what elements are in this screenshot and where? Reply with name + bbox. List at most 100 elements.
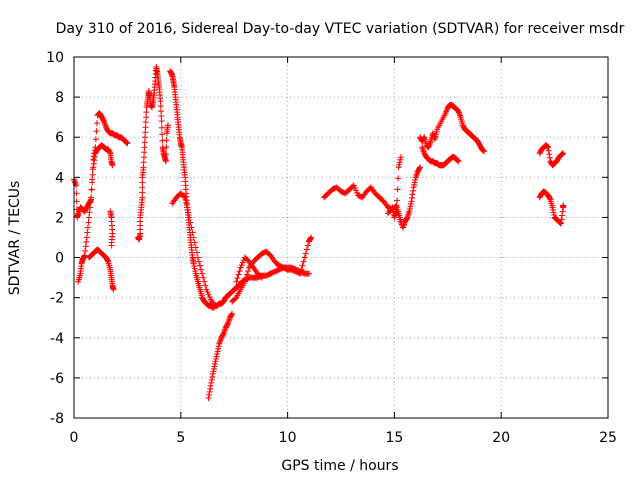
data-point — [209, 373, 216, 380]
data-point — [305, 270, 312, 277]
data-point — [191, 239, 198, 246]
data-point — [244, 271, 251, 278]
data-point — [546, 154, 553, 161]
data-point — [409, 191, 416, 198]
point-series — [229, 234, 315, 305]
data-point — [560, 202, 567, 209]
data-point — [142, 119, 149, 126]
data-point — [407, 203, 414, 210]
data-point — [81, 252, 88, 259]
data-point — [397, 154, 404, 161]
data-point — [545, 147, 552, 154]
data-point — [403, 215, 410, 222]
data-point — [104, 257, 111, 264]
data-point — [140, 164, 147, 171]
data-point — [108, 242, 115, 249]
data-point — [110, 286, 117, 293]
data-point — [187, 219, 194, 226]
data-point — [544, 143, 551, 150]
x-tick-label: 25 — [599, 430, 617, 446]
data-point — [207, 385, 214, 392]
data-point — [297, 270, 304, 277]
data-point — [210, 368, 217, 375]
data-point — [245, 268, 252, 275]
data-point — [183, 199, 190, 206]
data-point — [393, 208, 400, 215]
data-point — [432, 133, 439, 140]
data-point — [416, 165, 423, 172]
data-point — [237, 264, 244, 271]
data-point — [162, 158, 169, 165]
data-point — [85, 219, 92, 226]
data-point — [242, 275, 249, 282]
data-point — [158, 108, 165, 115]
data-point — [395, 175, 402, 182]
data-point — [214, 350, 221, 357]
data-point — [206, 294, 213, 301]
data-point — [82, 248, 89, 255]
data-point — [296, 270, 303, 277]
data-point — [351, 184, 358, 191]
plot-frame — [73, 56, 609, 419]
data-point — [480, 147, 487, 154]
data-point — [211, 363, 218, 370]
data-point — [308, 234, 315, 241]
data-point — [213, 355, 220, 362]
data-point — [228, 311, 235, 318]
data-point — [397, 156, 404, 163]
data-point — [201, 278, 208, 285]
data-point — [197, 262, 204, 269]
data-point — [560, 150, 567, 157]
chart-title: Day 310 of 2016, Sidereal Day-to-day VTE… — [56, 21, 625, 37]
data-point — [350, 182, 357, 189]
data-point — [550, 209, 557, 216]
data-point — [192, 268, 199, 275]
data-point — [142, 134, 149, 141]
data-point — [224, 321, 231, 328]
data-point — [433, 131, 440, 138]
data-point — [396, 161, 403, 168]
data-point — [559, 151, 566, 158]
data-point — [408, 198, 415, 205]
data-point — [559, 150, 566, 157]
data-point — [214, 348, 221, 355]
data-point — [163, 151, 170, 158]
data-point — [551, 211, 558, 218]
data-point — [82, 243, 89, 250]
tick-labels: 0 5 10 15 20 25 -8 -6 -4 -2 0 2 4 6 8 10 — [46, 50, 617, 446]
data-point — [307, 235, 314, 242]
data-point — [257, 273, 264, 280]
x-tick-label: 15 — [385, 430, 403, 446]
data-point — [91, 157, 98, 164]
data-point — [93, 120, 100, 127]
data-point — [158, 113, 165, 120]
data-point — [210, 365, 217, 372]
data-point — [209, 370, 216, 377]
data-point — [238, 262, 245, 269]
data-point — [544, 143, 551, 150]
data-point — [143, 109, 150, 116]
data-point — [412, 176, 419, 183]
data-point — [191, 265, 198, 272]
data-point — [208, 379, 215, 386]
data-point — [72, 179, 79, 186]
data-point — [303, 246, 310, 253]
data-point — [88, 186, 95, 193]
data-point — [206, 391, 213, 398]
data-point — [100, 117, 107, 124]
data-point — [93, 128, 100, 135]
data-point — [211, 302, 218, 309]
data-point — [213, 353, 220, 360]
data-point — [90, 164, 97, 171]
data-point — [258, 274, 265, 281]
data-point — [86, 209, 93, 216]
data-point — [480, 147, 487, 154]
data-point — [300, 258, 307, 265]
y-tick-label: 6 — [55, 130, 64, 146]
x-tick-label: 5 — [176, 430, 185, 446]
data-point — [236, 268, 243, 275]
data-point — [140, 159, 147, 166]
data-point — [141, 144, 148, 151]
data-point — [139, 189, 146, 196]
point-series — [205, 310, 236, 401]
